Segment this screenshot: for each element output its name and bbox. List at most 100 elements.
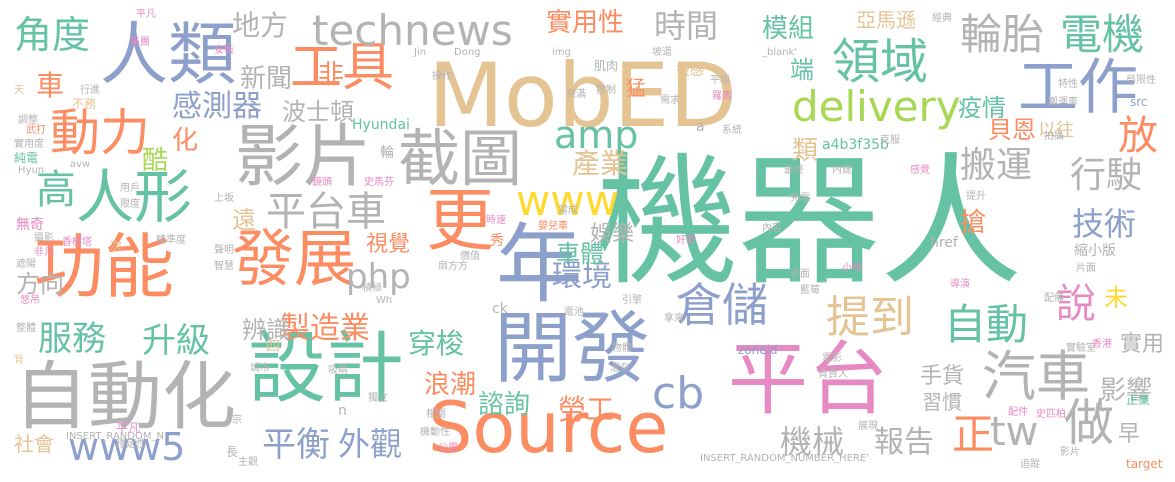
word: 克服 bbox=[880, 135, 900, 146]
word: 電池 bbox=[564, 307, 584, 318]
word: 視覺 bbox=[366, 232, 411, 257]
word: a4b3f35b bbox=[822, 137, 889, 153]
word: INSERT_RANDOM_N bbox=[66, 431, 164, 442]
word: 新聞 bbox=[240, 64, 293, 94]
word: 說 bbox=[1056, 281, 1096, 327]
word: 截圖 bbox=[398, 122, 523, 195]
word: 穩定性 bbox=[116, 439, 146, 450]
word: 平凡 bbox=[116, 421, 141, 435]
word: 聲明 bbox=[214, 245, 234, 256]
word: 配備 bbox=[1044, 293, 1064, 304]
word: 四 bbox=[266, 339, 280, 355]
word: 波士頓 bbox=[282, 98, 354, 126]
word: delivery bbox=[792, 82, 961, 131]
word: 動力 bbox=[50, 104, 150, 162]
word: 做 bbox=[1064, 394, 1114, 452]
word: 貝恩 bbox=[988, 116, 1036, 144]
word: 公里 bbox=[438, 443, 458, 454]
word: 拍攝 bbox=[1044, 131, 1064, 142]
word: 提升 bbox=[966, 191, 986, 202]
word: 精準度 bbox=[156, 235, 186, 246]
word: 上坂 bbox=[214, 193, 234, 204]
word: 自動化 bbox=[14, 354, 236, 440]
word: 輪 bbox=[380, 145, 394, 161]
word: 製造業 bbox=[280, 311, 370, 346]
word: cb bbox=[652, 368, 705, 419]
word: 背 bbox=[14, 355, 24, 366]
word: 純電 bbox=[14, 151, 39, 165]
word: 人類 bbox=[100, 16, 237, 95]
word: 秀 bbox=[490, 233, 504, 249]
word: 行進 bbox=[80, 85, 100, 96]
word: 影片 bbox=[235, 118, 372, 197]
word: 充滿 bbox=[566, 89, 586, 100]
word: a bbox=[696, 119, 705, 135]
word: 方向 bbox=[16, 270, 64, 298]
word: 正業 bbox=[1126, 393, 1151, 407]
word: 系統 bbox=[722, 125, 742, 136]
word: 提到 bbox=[826, 292, 914, 343]
word: 感覺 bbox=[910, 165, 930, 176]
word: ck bbox=[492, 301, 508, 317]
word: 安裝 bbox=[214, 45, 234, 56]
word: 當成 bbox=[558, 205, 578, 216]
word: 勞工 bbox=[558, 393, 615, 426]
word: technews bbox=[312, 6, 513, 55]
word: 小時 bbox=[842, 263, 862, 274]
word: 長 bbox=[226, 445, 239, 459]
word: tw bbox=[990, 409, 1039, 455]
word: 穿梭 bbox=[408, 327, 465, 360]
word: 習慣 bbox=[922, 390, 962, 414]
word: 不務 bbox=[72, 97, 97, 111]
word: 經典 bbox=[932, 13, 952, 24]
word: 展現 bbox=[858, 421, 878, 432]
word: 拿來 bbox=[664, 313, 684, 324]
word: 集團 bbox=[130, 37, 150, 48]
word: 吸睛 bbox=[328, 365, 348, 376]
word: href bbox=[930, 235, 958, 251]
word: 整體 bbox=[16, 323, 36, 334]
word: 社會 bbox=[14, 432, 54, 456]
word: 汽車 bbox=[982, 345, 1090, 408]
word: 羅馬 bbox=[712, 91, 732, 102]
word: 車 bbox=[36, 69, 65, 102]
word: 主觀 bbox=[238, 457, 258, 468]
word: 外觀 bbox=[338, 425, 403, 463]
word: 香港 bbox=[1092, 339, 1112, 350]
word: 人形 bbox=[76, 163, 193, 231]
word: 影響 bbox=[1100, 376, 1153, 406]
word: n bbox=[338, 403, 347, 419]
word: 設計 bbox=[248, 324, 405, 414]
word: 工具 bbox=[290, 38, 395, 98]
word: 平凡 bbox=[136, 9, 156, 20]
word: 史匹柏 bbox=[1036, 409, 1066, 420]
word: 實驗室 bbox=[1066, 343, 1096, 354]
word: 服務 bbox=[38, 319, 106, 359]
word: MobED bbox=[428, 44, 737, 147]
word: 環境 bbox=[552, 259, 612, 294]
word: 影片 bbox=[1060, 447, 1080, 458]
word: 平台 bbox=[728, 333, 888, 426]
word: 天 bbox=[14, 85, 24, 96]
word: 輪胎 bbox=[960, 10, 1045, 59]
word: 化 bbox=[172, 126, 199, 156]
word: 史馬芬 bbox=[364, 177, 394, 188]
word: 需求 bbox=[660, 95, 680, 106]
word: 縮小版 bbox=[1074, 243, 1116, 259]
word: www5 bbox=[68, 425, 186, 469]
word: 發展 bbox=[232, 222, 357, 295]
word: 限度 bbox=[120, 199, 140, 210]
word: Jin bbox=[414, 47, 427, 58]
word: Wh bbox=[376, 295, 393, 306]
word: 類 bbox=[792, 136, 819, 166]
word: 實用性 bbox=[546, 8, 625, 38]
word: 地方 bbox=[232, 9, 289, 42]
word: zoneid bbox=[738, 343, 778, 357]
word: 肌肉 bbox=[594, 59, 619, 73]
word: 操作 bbox=[432, 71, 452, 82]
word: php bbox=[346, 257, 411, 297]
word: 特性 bbox=[1058, 79, 1078, 90]
word: 坡道 bbox=[652, 47, 672, 58]
word: 諮詢 bbox=[478, 390, 531, 420]
